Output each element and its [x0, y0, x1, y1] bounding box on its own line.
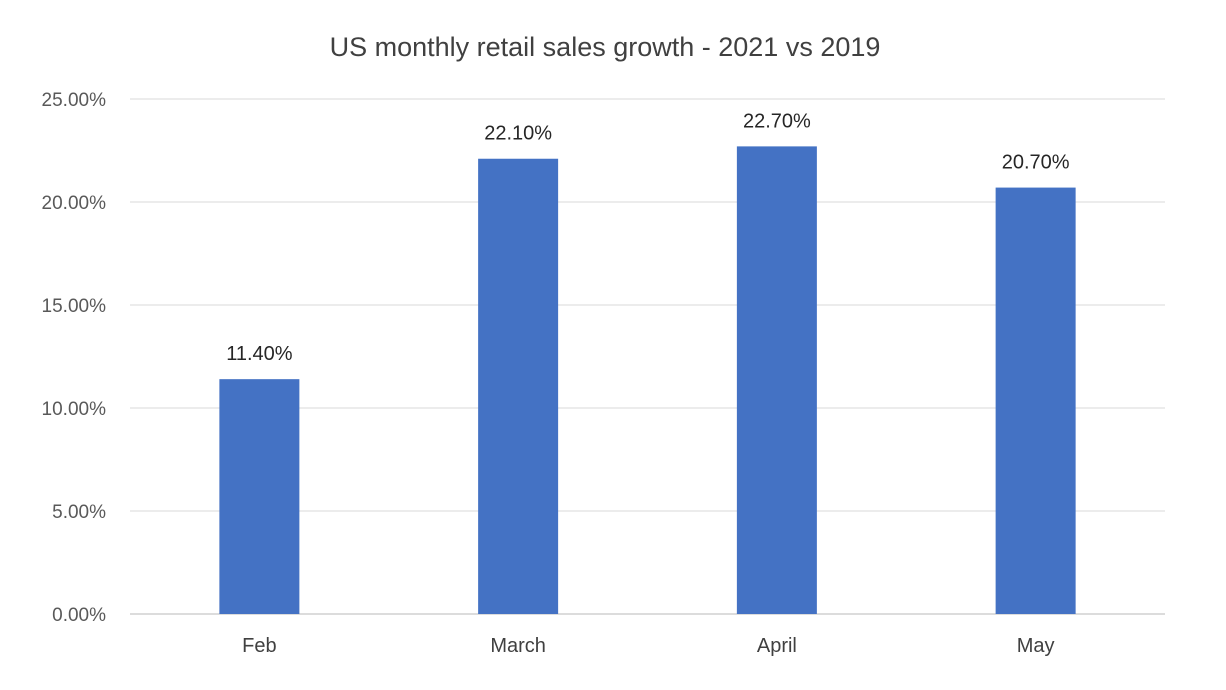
x-axis-categories: Feb March April May	[242, 635, 1054, 657]
bar-march	[478, 158, 559, 615]
y-tick-label: 15.00%	[42, 296, 107, 317]
bar-april	[736, 146, 817, 614]
x-category-label: Feb	[242, 635, 276, 657]
bars	[219, 146, 1076, 615]
data-label: 22.10%	[484, 123, 552, 145]
y-tick-label: 20.00%	[42, 193, 107, 214]
bar-feb	[219, 379, 300, 614]
chart-title: US monthly retail sales growth - 2021 vs…	[330, 32, 881, 62]
bar-may	[995, 187, 1076, 614]
y-tick-label: 10.00%	[42, 399, 107, 420]
x-category-label: March	[490, 635, 546, 657]
y-axis-ticks: 0.00% 5.00% 10.00% 15.00% 20.00% 25.00%	[42, 90, 107, 626]
x-category-label: May	[1017, 635, 1055, 657]
data-labels: 11.40% 22.10% 22.70% 20.70%	[226, 110, 1070, 365]
y-tick-label: 25.00%	[42, 90, 107, 111]
y-tick-label: 0.00%	[52, 605, 106, 626]
x-category-label: April	[757, 635, 797, 657]
data-label: 20.70%	[1002, 152, 1070, 174]
y-tick-label: 5.00%	[52, 502, 106, 523]
gridlines	[130, 98, 1165, 615]
data-label: 22.70%	[743, 110, 811, 132]
data-label: 11.40%	[226, 343, 293, 365]
